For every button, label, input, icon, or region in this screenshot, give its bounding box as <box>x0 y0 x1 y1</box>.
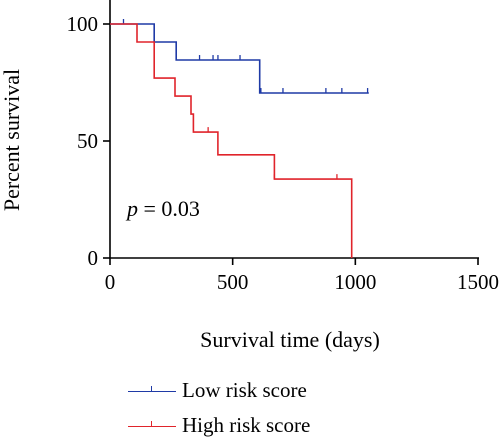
legend-label-high: High risk score <box>182 413 311 437</box>
legend-censor-tick-high <box>151 421 152 426</box>
p-value-text: = 0.03 <box>138 196 200 221</box>
x-tick-label: 500 <box>217 270 249 294</box>
y-tick-label: 0 <box>88 246 99 270</box>
axes: 0 500 1000 1500 0 50 100 <box>67 0 499 294</box>
legend-censor-tick-low <box>151 386 152 391</box>
series-layer <box>110 19 369 258</box>
legend-swatch-low <box>128 386 176 392</box>
x-tick-label: 1000 <box>334 270 376 294</box>
legend-item-low-risk: Low risk score <box>128 378 448 406</box>
p-symbol: p <box>125 196 138 221</box>
legend-swatch-high <box>128 421 176 427</box>
legend-item-high-risk: High risk score <box>128 413 448 441</box>
x-tick-label: 1500 <box>457 270 499 294</box>
p-value-annotation: p = 0.03 <box>125 196 200 221</box>
y-axis-label: Percent survival <box>0 69 24 211</box>
series-line-low <box>110 23 369 94</box>
y-tick-label: 100 <box>67 12 99 36</box>
y-tick-label: 50 <box>77 129 98 153</box>
x-axis-label: Survival time (days) <box>200 327 380 352</box>
survival-chart: 0 500 1000 1500 0 50 100 Percent survival Surv… <box>0 0 499 352</box>
x-tick-label: 0 <box>105 270 116 294</box>
series-line-high <box>110 23 353 258</box>
legend-label-low: Low risk score <box>182 378 307 402</box>
